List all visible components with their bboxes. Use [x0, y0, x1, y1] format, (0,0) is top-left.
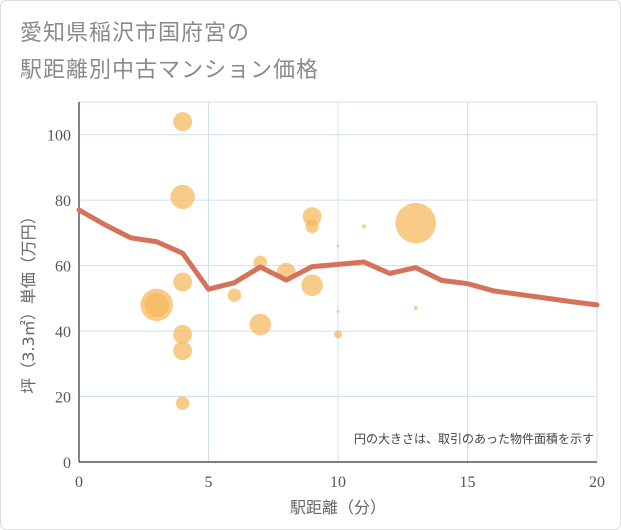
- chart-title-line-1: 愛知県稲沢市国府宮の: [20, 21, 251, 46]
- x-tick-label: 15: [460, 474, 476, 491]
- y-tick-label: 80: [55, 193, 71, 210]
- x-tick-labels: 0 5 10 15 20: [75, 474, 605, 491]
- x-tick-label: 10: [330, 474, 346, 491]
- trend-series: [76, 207, 600, 308]
- y-tick-labels: 0 20 40 60 80 100: [47, 128, 71, 472]
- bubble-point: [249, 313, 272, 336]
- bubble-point: [305, 219, 319, 234]
- bubble-point: [175, 396, 190, 410]
- axes: [78, 102, 597, 463]
- y-tick-label: 20: [55, 390, 71, 407]
- bubble-size-note: 円の大きさは、取引のあった物件面積を示す: [354, 431, 594, 446]
- y-tick-label: 100: [47, 128, 71, 145]
- y-tick-label: 40: [55, 324, 71, 341]
- bubble-point: [144, 292, 169, 318]
- bubble-point: [361, 224, 366, 229]
- bubble-point: [336, 244, 340, 248]
- bubble-point: [333, 330, 343, 339]
- x-tick-label: 0: [75, 474, 83, 491]
- bubble-point: [253, 255, 268, 270]
- x-axis-title: 駅距離（分）: [290, 498, 386, 517]
- trend-line: [76, 207, 600, 308]
- x-tick-label: 20: [589, 474, 605, 491]
- bubble-point: [173, 112, 193, 132]
- bubble-point: [302, 207, 322, 226]
- bubble-point: [413, 306, 418, 311]
- x-tick-label: 5: [205, 474, 213, 491]
- bubble-point: [301, 274, 323, 297]
- y-axis-title: 坪（3.3㎡）単価（万円）: [19, 208, 38, 393]
- chart-title-line-2: 駅距離別中古マンション価格: [20, 58, 320, 83]
- bubble-point: [227, 288, 242, 302]
- y-tick-label: 0: [63, 455, 71, 472]
- bubble-point: [173, 341, 193, 361]
- y-tick-label: 60: [55, 259, 71, 276]
- bubble-point: [170, 184, 195, 210]
- bubble-point: [173, 272, 193, 292]
- grid-lines: [79, 101, 598, 462]
- bubble-series: [140, 112, 436, 410]
- bubble-point: [395, 202, 436, 244]
- bubble-point: [173, 324, 193, 344]
- bubble-point: [336, 310, 340, 313]
